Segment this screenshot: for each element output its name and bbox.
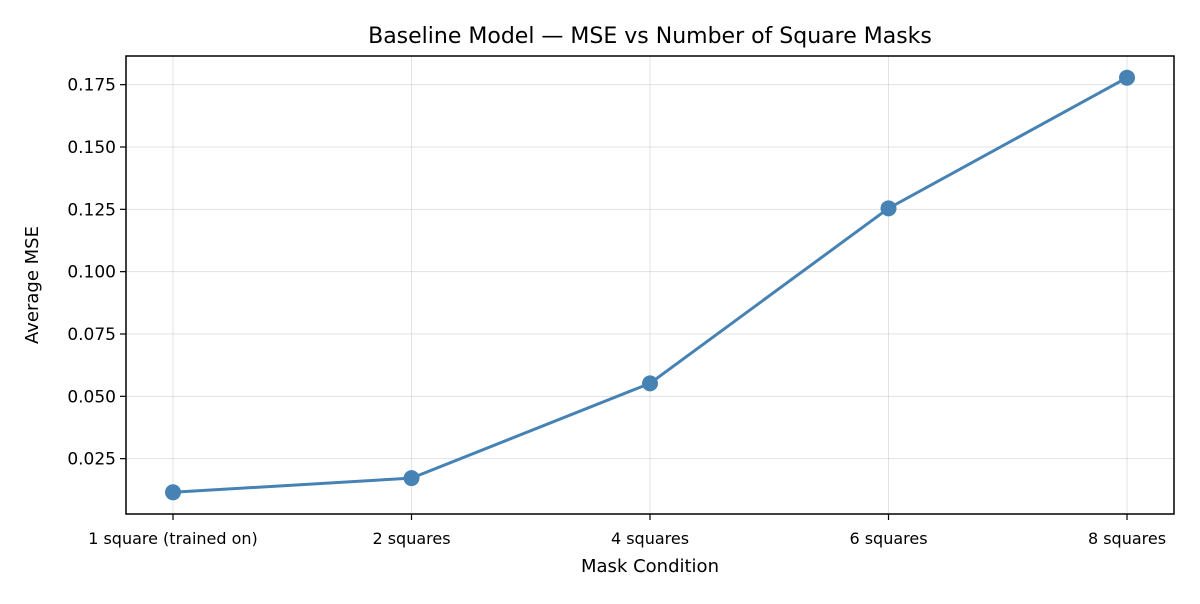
y-tick-label: 0.100 (67, 263, 116, 283)
y-tick-label: 0.050 (67, 387, 116, 407)
y-tick-label: 0.175 (67, 76, 116, 96)
x-tick-label: 8 squares (1088, 529, 1166, 548)
x-tick-label: 4 squares (611, 529, 689, 548)
ticks: 0.025 0.050 0.075 0.100 0.125 0.150 0.175 1 squ… (67, 76, 1166, 548)
data-point (642, 375, 658, 392)
series (165, 69, 1135, 501)
x-tick-label: 2 squares (372, 529, 450, 548)
y-tick-label: 0.150 (67, 138, 116, 158)
x-axis-label: Mask Condition (581, 556, 719, 577)
data-point (403, 470, 420, 487)
data-point (165, 484, 181, 501)
y-axis-label: Average MSE (22, 226, 43, 344)
y-tick-label: 0.125 (67, 200, 116, 220)
data-point (1119, 69, 1135, 86)
x-tick-label: 1 square (trained on) (88, 529, 258, 548)
x-tick-label: 6 squares (849, 529, 927, 548)
grid (126, 56, 1174, 514)
data-point (880, 200, 897, 217)
chart-title: Baseline Model — MSE vs Number of Square… (368, 24, 932, 49)
y-tick-label: 0.075 (67, 325, 116, 345)
y-tick-label: 0.025 (67, 450, 116, 470)
